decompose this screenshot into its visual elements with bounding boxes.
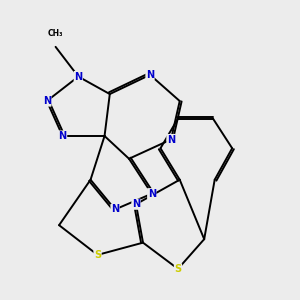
Text: N: N [167,134,175,145]
Text: N: N [148,189,156,199]
Text: N: N [74,72,83,82]
Text: S: S [174,264,182,274]
Text: N: N [132,199,140,209]
Text: N: N [111,204,119,214]
Text: N: N [43,96,51,106]
Text: S: S [94,250,101,260]
Text: N: N [146,70,154,80]
Text: CH₃: CH₃ [48,29,63,38]
Text: N: N [58,131,67,141]
